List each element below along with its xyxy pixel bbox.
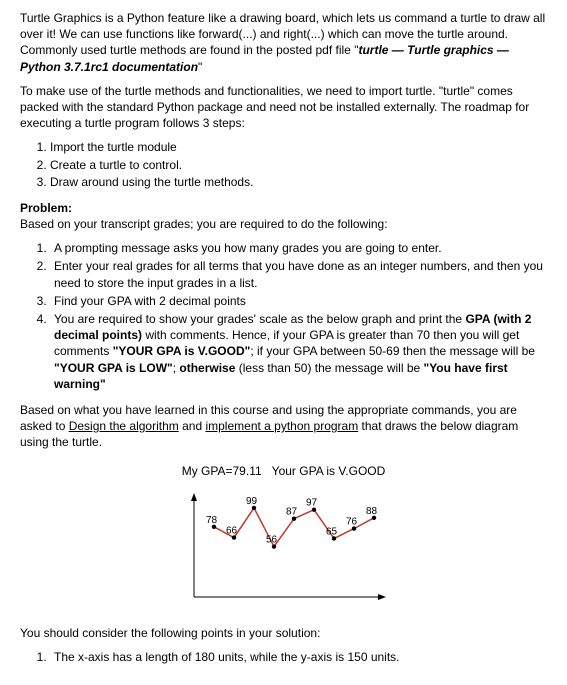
steps-list: Import the turtle module Create a turtle…: [50, 139, 547, 190]
point-item: The x-axis has a length of 180 units, wh…: [50, 649, 547, 665]
requirements-list: A prompting message asks you how many gr…: [50, 240, 547, 392]
step-item: Import the turtle module: [50, 139, 547, 155]
design-d: implement a python program: [205, 419, 358, 433]
req4-d: "YOUR GPA is V.GOOD": [113, 344, 251, 358]
svg-text:99: 99: [246, 496, 258, 507]
req4-i: (less than 50) the message will be: [235, 361, 423, 375]
svg-text:56: 56: [266, 534, 278, 545]
problem-label: Problem:: [20, 201, 72, 215]
req-item: You are required to show your grades' sc…: [50, 311, 547, 392]
req4-h: otherwise: [179, 361, 235, 375]
design-para: Based on what you have learned in this c…: [20, 402, 547, 451]
svg-text:87: 87: [286, 506, 298, 517]
svg-text:65: 65: [326, 526, 338, 537]
svg-text:88: 88: [366, 505, 378, 516]
req-item: A prompting message asks you how many gr…: [50, 240, 547, 256]
req4-e: ; if your GPA between 50-69 then the mes…: [250, 344, 535, 358]
svg-text:97: 97: [306, 497, 318, 508]
intro-para-1: Turtle Graphics is a Python feature like…: [20, 10, 547, 75]
step-item: Draw around using the turtle methods.: [50, 174, 547, 190]
chart-area: My GPA=79.11 Your GPA is V.GOOD 78 66 99 56…: [20, 463, 547, 607]
svg-text:78: 78: [206, 514, 218, 525]
req-item: Find your GPA with 2 decimal points: [50, 293, 547, 309]
intro-quote-close: ": [198, 60, 202, 74]
svg-text:66: 66: [226, 525, 238, 536]
chart-title-right: Your GPA is V.GOOD: [272, 464, 386, 478]
points-list: The x-axis has a length of 180 units, wh…: [50, 649, 547, 665]
design-b: Design the algorithm: [69, 419, 179, 433]
problem-intro: Based on your transcript grades; you are…: [20, 217, 388, 231]
problem-heading: Problem: Based on your transcript grades…: [20, 200, 547, 232]
gpa-chart: 78 66 99 56 87 97 65 76 88: [174, 487, 394, 607]
design-c: and: [179, 419, 206, 433]
closing-para: You should consider the following points…: [20, 625, 547, 641]
intro-para-2: To make use of the turtle methods and fu…: [20, 83, 547, 132]
svg-text:76: 76: [346, 516, 358, 527]
req-item: Enter your real grades for all terms tha…: [50, 258, 547, 290]
chart-title: My GPA=79.11 Your GPA is V.GOOD: [20, 463, 547, 479]
req4-f: "YOUR GPA is LOW": [54, 361, 173, 375]
req4-a: You are required to show your grades' sc…: [54, 312, 465, 326]
step-item: Create a turtle to control.: [50, 157, 547, 173]
chart-title-left: My GPA=79.11: [182, 464, 262, 478]
